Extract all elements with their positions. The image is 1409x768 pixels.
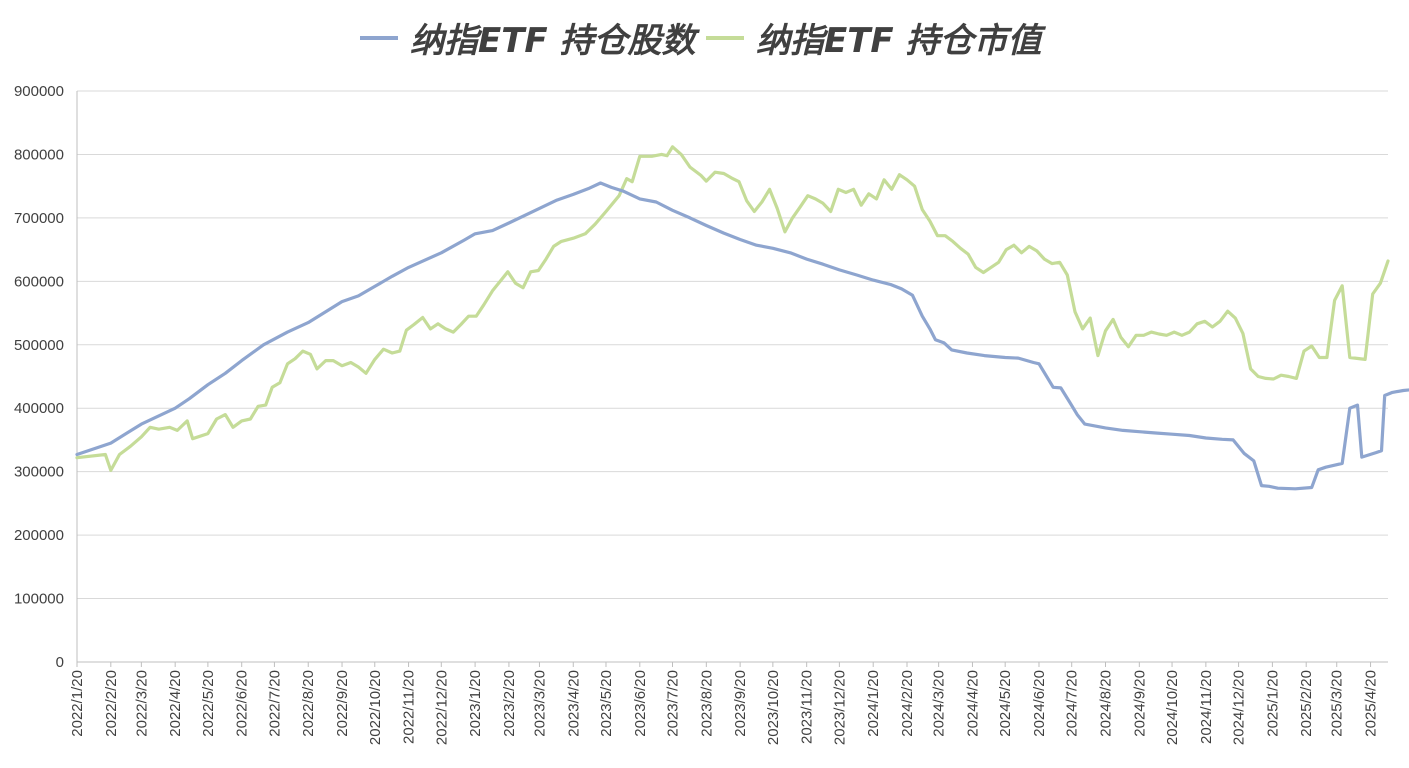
- x-tick-label: 2024/2/20: [899, 670, 916, 737]
- x-tick-label: 2023/11/20: [799, 670, 816, 744]
- x-tick-label: 2023/2/20: [501, 670, 518, 737]
- x-tick-label: 2023/4/20: [565, 670, 582, 737]
- legend-label-market-value: 纳指ETF 持仓市值: [756, 21, 1046, 61]
- x-tick-label: 2022/6/20: [234, 670, 251, 737]
- x-tick-label: 2023/5/20: [598, 670, 615, 737]
- x-tick-label: 2022/12/20: [433, 670, 450, 745]
- x-tick-label: 2022/5/20: [200, 670, 217, 737]
- x-tick-label: 2022/10/20: [367, 670, 384, 745]
- x-tick-label: 2024/10/20: [1164, 670, 1181, 745]
- x-tick-label: 2024/3/20: [931, 670, 948, 737]
- x-tick-label: 2022/8/20: [300, 670, 317, 737]
- x-tick-label: 2024/6/20: [1031, 670, 1048, 737]
- x-tick-label: 2024/1/20: [865, 670, 882, 737]
- x-tick-label: 2023/12/20: [831, 670, 848, 745]
- y-tick-label: 700000: [14, 210, 64, 227]
- x-tick-label: 2023/9/20: [732, 670, 749, 737]
- y-tick-label: 600000: [14, 273, 64, 290]
- x-tick-label: 2022/1/20: [69, 670, 86, 737]
- x-tick-label: 2025/1/20: [1264, 670, 1281, 737]
- x-tick-label: 2024/8/20: [1098, 670, 1115, 737]
- x-tick-label: 2024/7/20: [1064, 670, 1081, 737]
- x-tick-label: 2025/3/20: [1329, 670, 1346, 737]
- gridlines: [77, 90, 1388, 600]
- x-tick-label: 2024/9/20: [1131, 670, 1148, 737]
- y-tick-label: 0: [56, 654, 64, 671]
- x-tick-label: 2023/7/20: [665, 670, 682, 737]
- y-tick-label: 400000: [14, 400, 64, 417]
- x-tick-label: 2024/12/20: [1231, 670, 1248, 745]
- x-tick-label: 2022/2/20: [103, 670, 120, 737]
- x-tick-label: 2023/6/20: [632, 670, 649, 737]
- x-tick-label: 2022/9/20: [334, 670, 351, 737]
- x-tick-label: 2025/2/20: [1298, 670, 1315, 737]
- x-tick-label: 2023/10/20: [765, 670, 782, 745]
- x-tick-label: 2022/7/20: [266, 670, 283, 737]
- x-tick-label: 2023/3/20: [531, 670, 548, 737]
- x-tick-label: 2025/4/20: [1363, 670, 1380, 737]
- y-tick-label: 200000: [14, 527, 64, 544]
- x-tick-label: 2024/4/20: [964, 670, 981, 737]
- series-line-market-value: [75, 145, 1390, 472]
- x-tick-label: 2022/11/20: [401, 670, 418, 744]
- legend: 纳指ETF 持仓股数 纳指ETF 持仓市值: [360, 21, 1046, 61]
- y-axis: 0 100000 200000 300000 400000 500000 600000 700…: [14, 83, 64, 671]
- x-tick-label: 2024/5/20: [997, 670, 1014, 737]
- y-tick-label: 500000: [14, 337, 64, 354]
- legend-label-shares: 纳指ETF 持仓股数: [410, 21, 700, 61]
- x-axis: 2022/1/20 2022/2/20 2022/3/20 2022/4/20 2022…: [69, 91, 1388, 745]
- x-tick-label: 2024/11/20: [1198, 670, 1215, 744]
- y-tick-label: 300000: [14, 464, 64, 481]
- x-tick-label: 2023/1/20: [467, 670, 484, 737]
- y-tick-label: 100000: [14, 591, 64, 608]
- y-tick-label: 800000: [14, 146, 64, 163]
- x-tick-label: 2022/4/20: [167, 670, 184, 737]
- series-line-shares: [75, 181, 1409, 491]
- y-tick-label: 900000: [14, 83, 64, 100]
- x-tick-label: 2022/3/20: [133, 670, 150, 737]
- x-tick-label: 2023/8/20: [698, 670, 715, 737]
- series-lines: [75, 145, 1409, 491]
